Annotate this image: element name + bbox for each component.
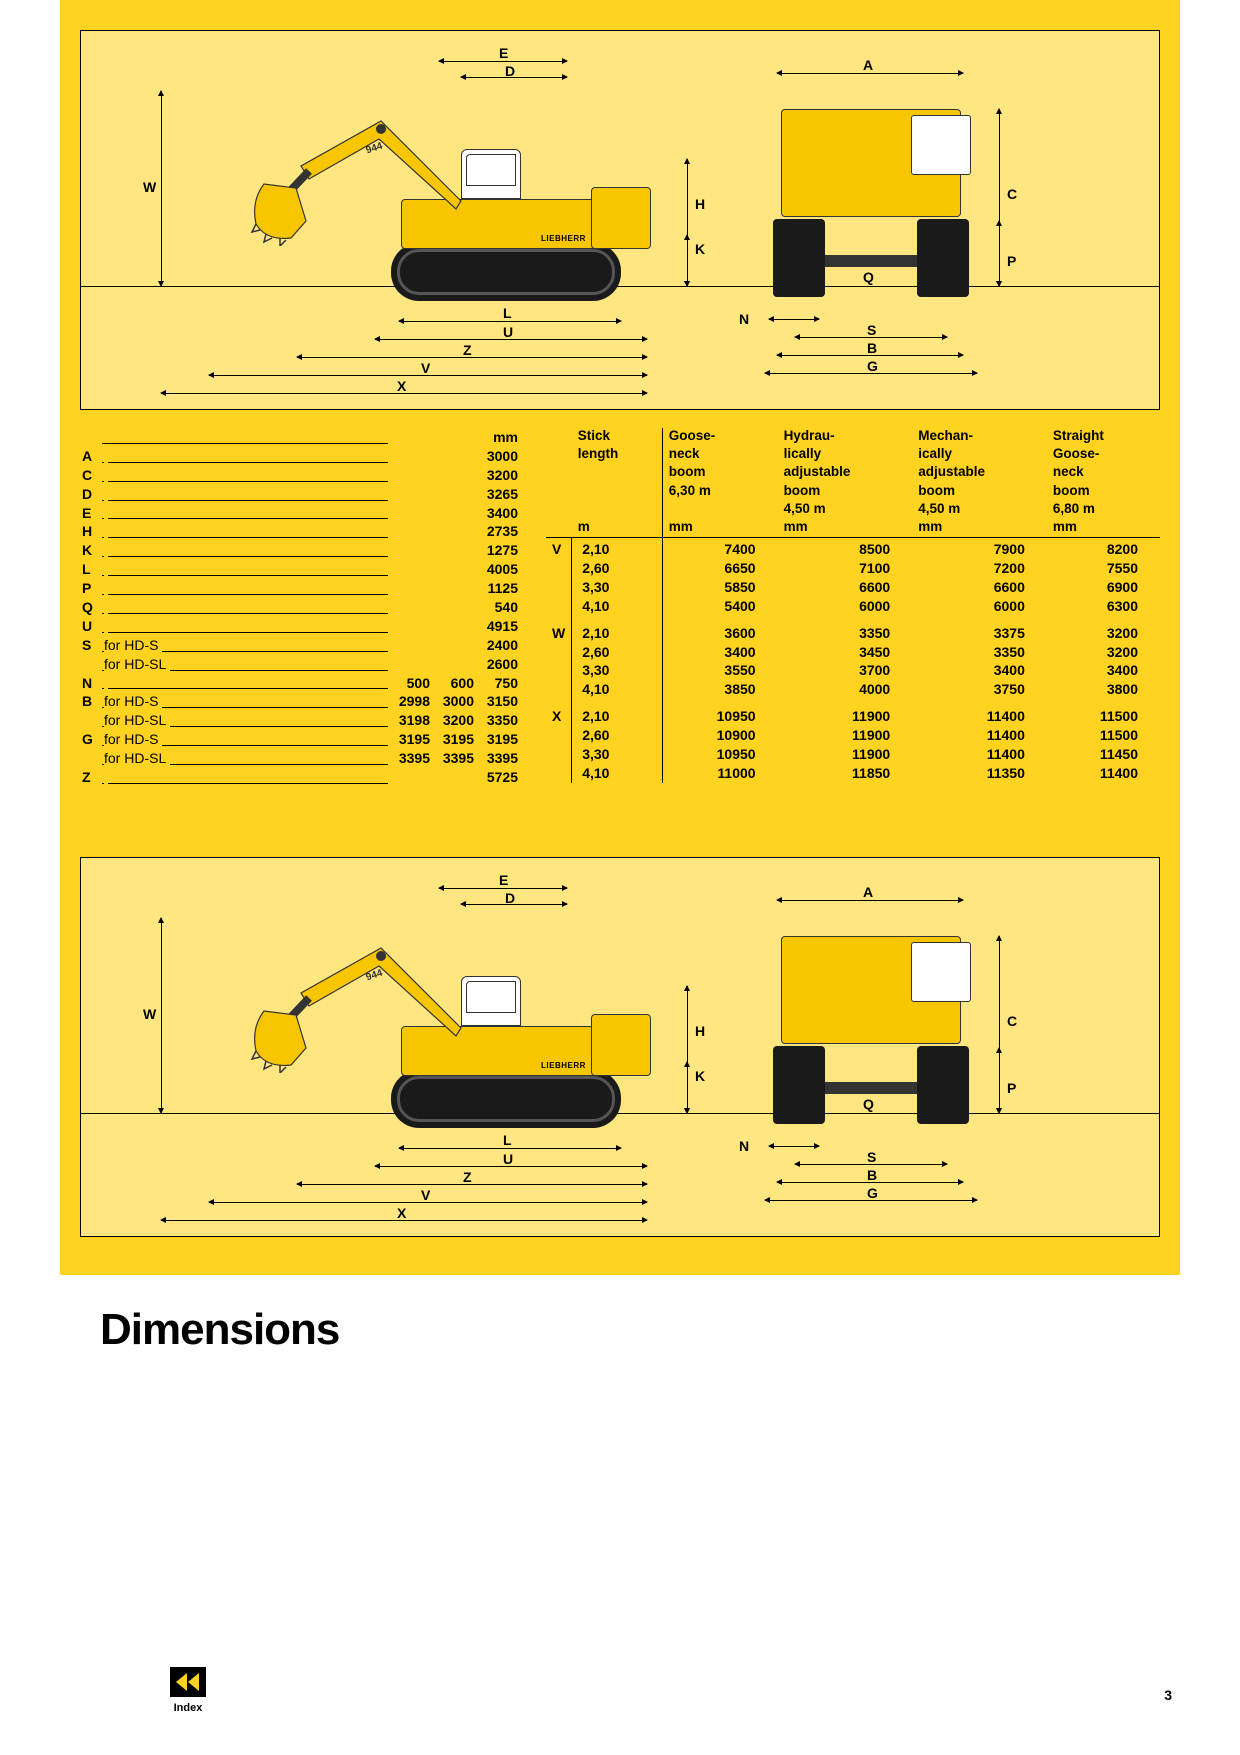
diagram-bottom: LIEBHERR 944 W E D L U Z V X [80,857,1160,1237]
dim-row: N500600750 [80,674,520,693]
boom-row: X2,1010950119001140011500 [546,705,1160,726]
boom-row: 3,303550370034003400 [546,661,1160,680]
rewind-icon [170,1667,206,1697]
excavator-side-view-2: LIEBHERR 944 [201,918,641,1128]
boom-row: V2,107400850079008200 [546,538,1160,559]
dim-row: A3000 [80,447,520,466]
dim-row: Z5725 [80,768,520,787]
boom-row: 4,1011000118501135011400 [546,764,1160,783]
boom-row: W2,103600335033753200 [546,622,1160,643]
dim-row: L4005 [80,560,520,579]
dim-row: Sfor HD-S2400 [80,636,520,655]
dim-row: C3200 [80,466,520,485]
boom-row: 2,606650710072007550 [546,559,1160,578]
boom-row: 2,603400345033503200 [546,643,1160,662]
dim-row: U4915 [80,617,520,636]
dim-row: P1125 [80,579,520,598]
dimension-tables: mmA3000C3200D3265E3400H2735K1275L4005P11… [80,428,1160,787]
table-boom-dims: StickGoose-Hydrau-Mechan-Straightlengthn… [546,428,1160,787]
dim-row: for HD-SL339533953395 [80,749,520,768]
page-number: 3 [1164,1687,1172,1703]
dim-row: K1275 [80,541,520,560]
diagram-top: LIEBHERR 944 [80,30,1160,410]
spec-sheet-page: LIEBHERR 944 [60,0,1180,1275]
dim-row: for HD-SL2600 [80,655,520,674]
dim-row: E3400 [80,504,520,523]
boom-row: 4,103850400037503800 [546,680,1160,699]
brand-label: LIEBHERR [541,234,586,243]
index-label: Index [168,1702,208,1714]
dim-row: Gfor HD-S319531953195 [80,730,520,749]
table-basic-dims: mmA3000C3200D3265E3400H2735K1275L4005P11… [80,428,520,787]
boom-row: 2,6010900119001140011500 [546,726,1160,745]
boom-row: 3,305850660066006900 [546,578,1160,597]
dim-row: D3265 [80,485,520,504]
dim-row: for HD-SL319832003350 [80,711,520,730]
dim-row: Q540 [80,598,520,617]
index-button[interactable]: Index [168,1667,208,1714]
dim-row: Bfor HD-S299830003150 [80,692,520,711]
boom-row: 4,105400600060006300 [546,597,1160,616]
excavator-side-view: LIEBHERR 944 [201,91,641,301]
boom-row: 3,3010950119001140011450 [546,745,1160,764]
page-title: Dimensions [100,1305,1240,1355]
dim-row: H2735 [80,522,520,541]
